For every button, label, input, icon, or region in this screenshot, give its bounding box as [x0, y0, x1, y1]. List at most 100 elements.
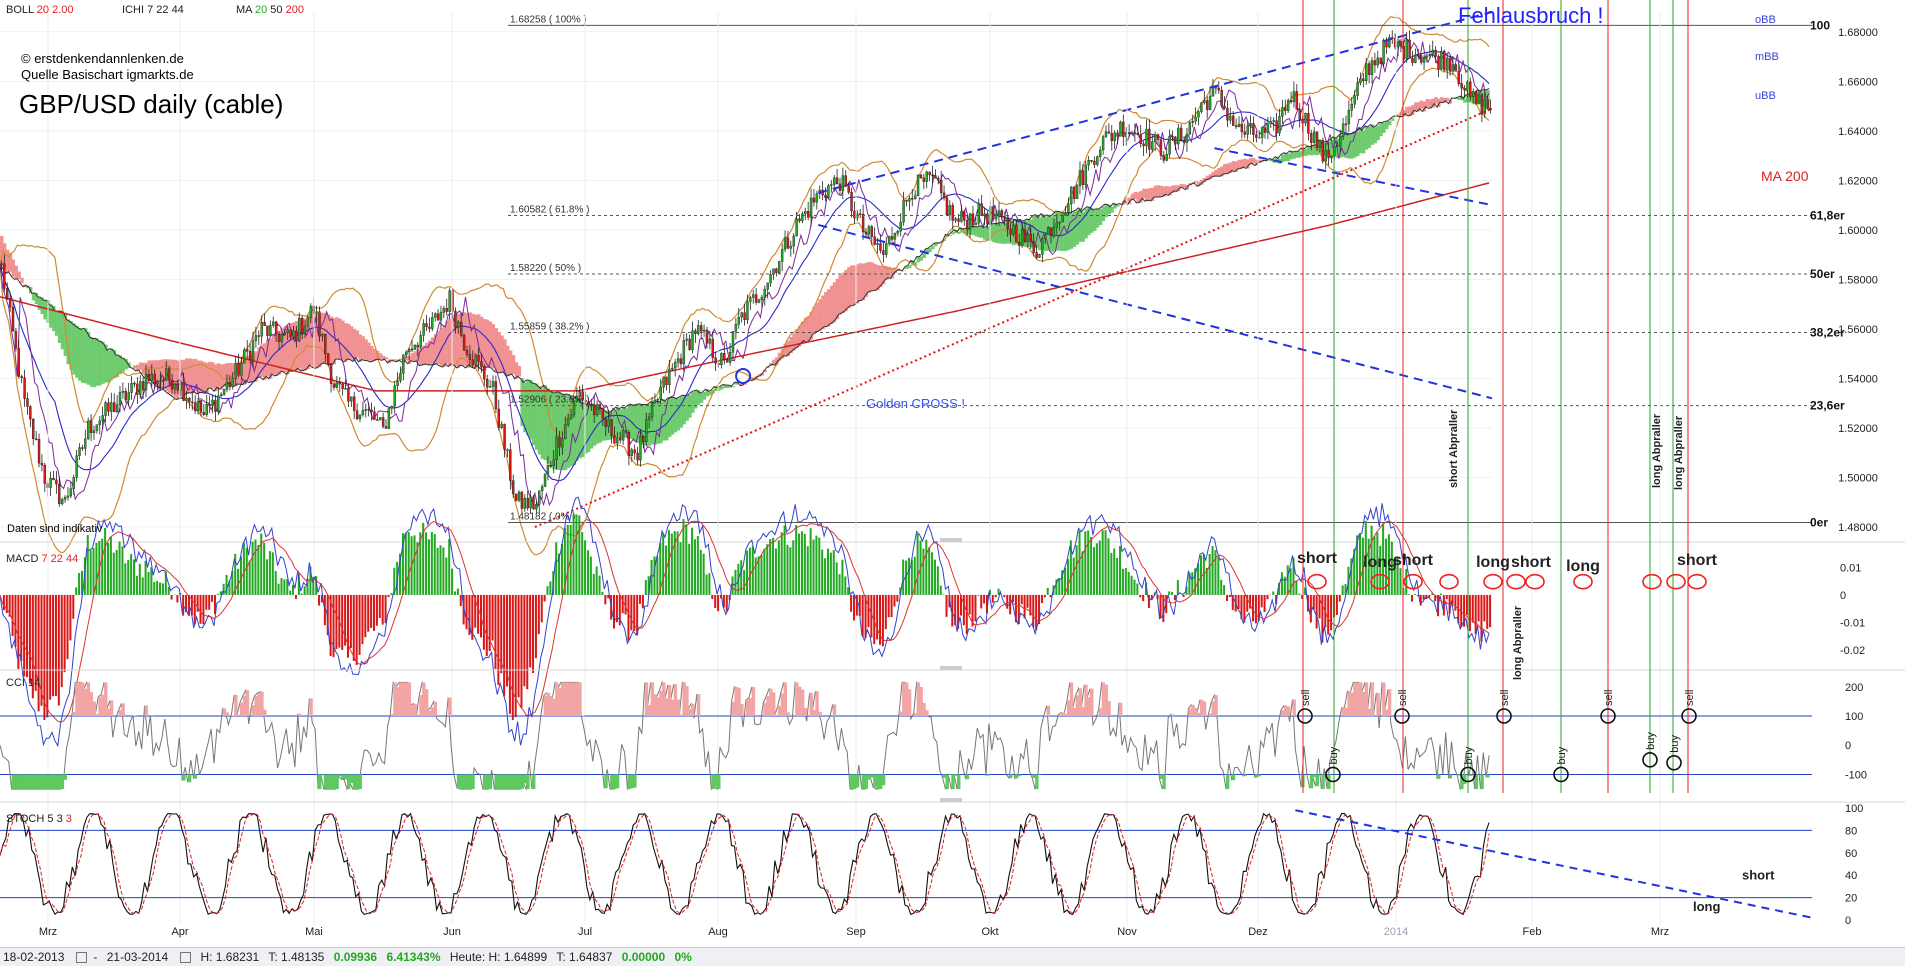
candle-body: [1096, 157, 1098, 165]
candle-body: [619, 438, 621, 441]
candle-body: [926, 172, 928, 182]
cci-oversold-fill: [1480, 774, 1483, 789]
macd-bar: [263, 543, 265, 595]
candle-body: [336, 383, 338, 388]
candle-body: [1417, 55, 1419, 56]
candle-body: [547, 465, 549, 474]
macd-bar: [376, 595, 378, 626]
cci-overbought-fill: [1099, 708, 1102, 716]
legend-boll[interactable]: BOLL 20 2.00: [6, 4, 74, 16]
cci-overbought-fill: [1090, 689, 1093, 716]
macd-bar: [223, 584, 225, 595]
macd-bar: [512, 595, 514, 720]
calendar-icon[interactable]: [180, 952, 191, 963]
candle-body: [637, 453, 639, 460]
legend-macd[interactable]: MACD 7 22 44: [6, 553, 78, 565]
candle-body: [833, 178, 835, 185]
candle-body: [1464, 88, 1466, 90]
candle-body: [342, 384, 344, 389]
candle-body: [1004, 217, 1006, 219]
cci-overbought-fill: [922, 703, 925, 716]
legend-cci[interactable]: CCI 14: [6, 677, 40, 689]
candle-body: [232, 379, 234, 387]
cci-overbought-fill: [234, 695, 237, 716]
candle-body: [469, 355, 471, 360]
macd-bar: [876, 595, 878, 640]
macd-bar: [841, 560, 843, 595]
candle-body: [1420, 56, 1422, 63]
candle-body: [992, 207, 994, 220]
cci-signal-label: buy: [1669, 735, 1681, 753]
cci-oversold-fill: [58, 774, 61, 789]
macd-signal-label: short: [1677, 552, 1718, 569]
candle-body: [1281, 108, 1283, 117]
candle-body: [1310, 133, 1312, 142]
candle-body: [1226, 108, 1228, 120]
cci-oversold-fill: [1486, 774, 1489, 777]
candle-body: [434, 314, 436, 318]
candle-body: [402, 355, 404, 373]
candle-body: [530, 497, 532, 508]
candle-body: [67, 496, 69, 497]
candle-body: [639, 436, 641, 460]
cci-overbought-fill: [749, 698, 752, 716]
macd-bar: [622, 595, 624, 613]
cci-oversold-fill: [509, 774, 512, 789]
cci-oversold-fill: [865, 774, 868, 789]
cci-oversold-fill: [613, 774, 616, 789]
legend-ma[interactable]: MA 20 50 200: [236, 4, 304, 16]
macd-bar: [1102, 530, 1104, 595]
candle-body: [165, 369, 167, 381]
candle-body: [1287, 101, 1289, 111]
candle-body: [891, 236, 893, 239]
candle-body: [12, 307, 14, 331]
candle-body: [223, 389, 225, 394]
time-tick-label: Dez: [1248, 926, 1268, 938]
candle-body: [362, 410, 364, 415]
candle-body: [1117, 133, 1119, 136]
mbb-label: mBB: [1755, 51, 1779, 63]
candle-body: [1091, 160, 1093, 161]
cci-overbought-fill: [75, 682, 78, 716]
calendar-icon[interactable]: [76, 952, 87, 963]
macd-bar: [630, 595, 632, 630]
macd-bar: [1310, 595, 1312, 623]
cci-overbought-fill: [1371, 682, 1374, 716]
macd-bar: [1136, 584, 1138, 595]
macd-bar: [509, 595, 511, 714]
macd-bar: [460, 595, 462, 606]
cci-oversold-fill: [64, 774, 67, 779]
candle-body: [663, 377, 665, 387]
cci-overbought-fill: [1076, 695, 1079, 716]
candle-body: [258, 336, 260, 337]
candle-body: [9, 298, 11, 307]
macd-bar: [943, 594, 945, 595]
macd-bar: [483, 595, 485, 650]
candle-body: [720, 353, 722, 365]
candle-body: [532, 497, 534, 509]
cloud-segment: [17, 272, 20, 279]
candle-body: [376, 420, 378, 421]
candle-body: [894, 233, 896, 239]
cci-oversold-fill: [188, 774, 191, 782]
cci-overbought-fill: [772, 692, 775, 716]
cci-oversold-fill: [867, 774, 870, 779]
legend-stoch[interactable]: STOCH 5 3 3: [6, 813, 72, 825]
macd-tick-label: 0: [1840, 590, 1846, 602]
macd-bar: [434, 534, 436, 595]
disclaimer: Daten sind indikativ: [7, 523, 102, 535]
candle-body: [897, 231, 899, 233]
macd-bar: [818, 538, 820, 595]
candle-body: [1212, 87, 1214, 96]
cci-oversold-fill: [35, 774, 38, 789]
candle-body: [26, 399, 28, 407]
cci-oversold-fill: [1032, 774, 1035, 778]
macd-bar: [688, 544, 690, 595]
candle-body: [1033, 241, 1035, 252]
cloud-segment: [931, 246, 934, 249]
legend-ichi[interactable]: ICHI 7 22 44: [122, 4, 184, 16]
candle-body: [185, 398, 187, 401]
macd-bar: [1238, 595, 1240, 609]
cci-oversold-fill: [335, 774, 338, 789]
